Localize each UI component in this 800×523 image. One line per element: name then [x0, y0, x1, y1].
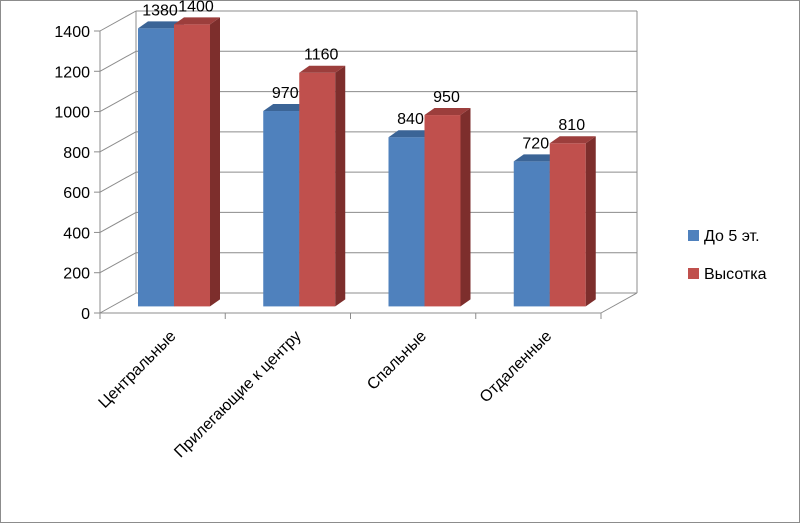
data-label: 950: [433, 89, 460, 106]
bar-side-1-1: [335, 65, 346, 307]
gridline-side: [99, 171, 137, 193]
legend: До 5 эт. Высотка: [688, 228, 767, 283]
bar-1-3: [549, 143, 586, 307]
bar-side-1-2: [460, 108, 471, 307]
bar-0-1: [263, 111, 300, 307]
data-label: 970: [272, 85, 299, 102]
data-label: 1400: [178, 0, 214, 15]
y-tick-label: 1400: [54, 24, 90, 41]
bar-side-1-0: [210, 17, 220, 307]
gridline-side: [99, 50, 137, 72]
gridline-side: [99, 211, 137, 233]
data-label: 720: [522, 135, 549, 152]
bar-0-2: [388, 137, 425, 307]
bar-top-0-1: [263, 104, 310, 112]
legend-label: До 5 эт.: [704, 228, 760, 245]
gridline-side: [99, 131, 137, 153]
bar-top-1-2: [424, 108, 471, 116]
bar-0-0: [138, 28, 174, 307]
y-tick-label: 1000: [54, 105, 90, 122]
data-label: 840: [397, 111, 424, 128]
bar-1-2: [424, 115, 461, 307]
y-tick-label: 600: [63, 185, 90, 202]
y-tick-label: 1200: [54, 64, 90, 81]
bar-side-1-3: [585, 136, 596, 307]
data-label: 810: [558, 117, 585, 134]
bar-top-1-0: [174, 17, 220, 25]
category-label: Отдаленные: [477, 328, 555, 406]
floor-right-edge: [600, 292, 638, 314]
bar-top-0-3: [513, 154, 560, 162]
gridline-side: [99, 252, 137, 274]
axis-layer: 0 200 400 600 800 1000 1200 1400: [54, 24, 638, 323]
bar-top-1-1: [299, 65, 346, 73]
bar-1-1: [299, 72, 336, 307]
data-label: 1380: [142, 2, 178, 19]
data-label: 1160: [304, 47, 339, 64]
legend-swatch: [688, 268, 699, 279]
gridline-side: [99, 10, 137, 32]
y-tick-label: 800: [63, 145, 90, 162]
gridline-side: [99, 292, 137, 314]
category-label: Спальные: [364, 328, 430, 394]
bar-1-0: [174, 24, 210, 307]
bar-top-1-3: [549, 136, 596, 144]
category-label: Прилегающие к центру: [171, 328, 304, 461]
legend-label: Высотка: [704, 266, 767, 283]
y-tick-label: 400: [63, 225, 90, 242]
y-tick-label: 200: [63, 266, 90, 283]
bar-top-0-2: [388, 130, 435, 138]
bar-0-3: [513, 161, 550, 307]
bar-top-0-0: [138, 21, 184, 29]
bars-layer: [138, 17, 596, 307]
gridline-side: [99, 91, 137, 113]
y-tick-label: 0: [81, 306, 90, 323]
legend-swatch: [688, 230, 699, 241]
category-label: Центральные: [96, 328, 180, 412]
